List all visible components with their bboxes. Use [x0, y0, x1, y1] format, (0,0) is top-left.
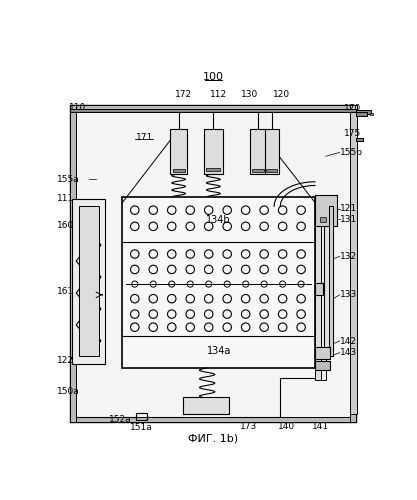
- Text: 140: 140: [278, 422, 295, 431]
- Text: 122: 122: [57, 356, 74, 365]
- Text: 171: 171: [136, 132, 153, 141]
- Bar: [266, 168, 277, 172]
- Bar: [170, 130, 187, 174]
- Bar: [315, 202, 321, 380]
- Text: 121: 121: [339, 204, 357, 213]
- Text: 155b: 155b: [339, 148, 363, 157]
- Bar: [315, 194, 337, 226]
- Bar: [319, 217, 326, 222]
- Bar: [249, 130, 266, 174]
- Bar: [70, 104, 76, 422]
- Bar: [315, 284, 323, 295]
- Text: 134b: 134b: [206, 215, 231, 225]
- Text: 134a: 134a: [206, 346, 231, 356]
- Bar: [78, 206, 98, 356]
- Bar: [70, 416, 356, 422]
- Text: 172: 172: [175, 90, 192, 99]
- Bar: [70, 104, 356, 422]
- Bar: [329, 206, 334, 356]
- Bar: [369, 113, 374, 116]
- Text: 151a: 151a: [130, 423, 153, 432]
- Text: 112: 112: [209, 90, 226, 99]
- Text: 155a: 155a: [57, 175, 80, 184]
- Bar: [356, 112, 367, 116]
- Text: 131: 131: [339, 215, 357, 224]
- Bar: [356, 110, 371, 114]
- Text: ФИГ. 1b): ФИГ. 1b): [188, 434, 239, 444]
- Bar: [73, 198, 105, 364]
- Bar: [206, 168, 220, 171]
- Bar: [356, 138, 364, 141]
- Bar: [136, 414, 147, 420]
- Text: 150a: 150a: [57, 386, 80, 396]
- Bar: [349, 104, 356, 422]
- Bar: [252, 168, 264, 172]
- Text: 133: 133: [339, 290, 357, 300]
- Text: 111: 111: [57, 194, 74, 203]
- Bar: [70, 104, 356, 110]
- Text: 152a: 152a: [108, 415, 131, 424]
- Text: 142: 142: [339, 336, 357, 345]
- Bar: [315, 347, 330, 359]
- Text: 110: 110: [69, 103, 87, 112]
- Bar: [349, 104, 357, 414]
- Bar: [315, 361, 330, 370]
- Bar: [265, 130, 279, 174]
- Bar: [204, 130, 223, 174]
- Text: 161: 161: [57, 286, 74, 296]
- Text: 173: 173: [239, 422, 257, 431]
- Bar: [70, 108, 356, 112]
- Text: 160: 160: [57, 221, 74, 230]
- Bar: [123, 197, 315, 368]
- Text: 130: 130: [241, 90, 258, 99]
- Text: 174: 174: [196, 402, 215, 411]
- Text: 132: 132: [339, 252, 357, 261]
- Text: 143: 143: [339, 348, 357, 357]
- Text: 170: 170: [344, 104, 361, 113]
- Text: 141: 141: [312, 422, 329, 431]
- Bar: [321, 202, 326, 380]
- Text: 175: 175: [344, 130, 361, 138]
- Bar: [173, 168, 185, 172]
- Text: 120: 120: [274, 90, 291, 99]
- Text: 100: 100: [203, 72, 224, 82]
- Bar: [183, 398, 229, 414]
- Bar: [324, 206, 334, 356]
